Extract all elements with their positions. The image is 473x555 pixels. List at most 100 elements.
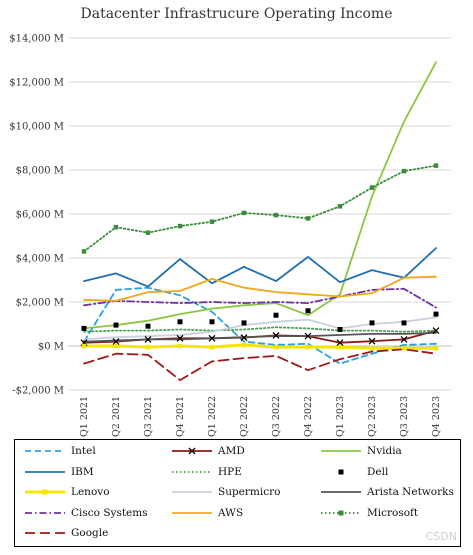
series-line-google xyxy=(83,348,437,381)
y-tick-label: $10,000 M xyxy=(9,122,64,133)
legend-label: Intel xyxy=(71,445,96,457)
series-line-microsoft xyxy=(83,164,437,253)
data-point xyxy=(81,343,87,349)
x-tick-label: Q4 2022 xyxy=(303,396,314,437)
data-point xyxy=(337,344,343,350)
x-tick-label: Q3 2023 xyxy=(399,396,410,437)
legend-label: Dell xyxy=(367,465,389,478)
legend-swatch xyxy=(338,469,344,474)
y-tick-label: $12,000 M xyxy=(9,78,64,89)
data-point xyxy=(113,343,119,349)
data-point xyxy=(177,343,183,349)
legend-swatch xyxy=(321,491,361,493)
legend-item: AWS xyxy=(170,504,243,522)
data-point xyxy=(113,322,119,328)
legend-item: Intel xyxy=(23,442,96,460)
legend-marker xyxy=(338,510,344,515)
data-point xyxy=(208,334,216,342)
x-tick-label: Q4 2023 xyxy=(431,396,442,437)
data-point xyxy=(273,344,279,350)
chart-title: Datacenter Infrastrucure Operating Incom… xyxy=(80,6,393,22)
series-line-supermicro xyxy=(83,316,437,341)
watermark-text: CSDN xyxy=(425,530,457,543)
legend-swatch xyxy=(25,511,65,514)
x-tick-label: Q3 2021 xyxy=(143,396,154,437)
series-line-aws xyxy=(83,275,437,302)
legend-label: AWS xyxy=(218,506,244,519)
data-point xyxy=(369,185,375,190)
data-point xyxy=(177,319,183,325)
data-point xyxy=(273,212,279,218)
data-point xyxy=(272,331,280,339)
data-point xyxy=(241,210,247,216)
legend-label: IBM xyxy=(71,465,94,478)
data-point xyxy=(209,344,215,350)
data-point xyxy=(81,249,87,254)
data-point xyxy=(433,345,439,351)
data-point xyxy=(145,344,151,350)
legend-label: Nvidia xyxy=(367,445,402,457)
legend-swatch xyxy=(25,532,65,534)
data-point xyxy=(177,223,183,229)
legend-label: HPE xyxy=(218,465,242,478)
series-line-arista-networks xyxy=(83,331,437,343)
data-point xyxy=(176,334,184,342)
data-point xyxy=(368,337,376,345)
legend-marker xyxy=(42,489,48,495)
legend-label: Google xyxy=(71,527,109,539)
legend-swatch xyxy=(25,450,65,452)
y-tick-label: $4,000 M xyxy=(16,254,64,265)
y-tick-label: $6,000 M xyxy=(16,210,64,221)
data-point xyxy=(81,325,87,331)
data-point xyxy=(369,345,375,351)
chart-legend: Intel AMD Nvidia IBM HPE Dell Lenovo Supermicro… xyxy=(14,439,461,547)
data-point xyxy=(337,204,343,209)
legend-label: Microsoft xyxy=(367,506,419,519)
legend-swatch xyxy=(172,511,212,514)
data-point xyxy=(401,320,407,326)
data-point xyxy=(209,319,215,325)
x-tick-label: Q3 2022 xyxy=(271,396,282,437)
series-line-lenovo xyxy=(82,343,438,350)
data-point xyxy=(305,308,311,314)
legend-item: Supermicro xyxy=(170,483,280,501)
legend-item: HPE xyxy=(170,463,242,481)
legend-item: Lenovo xyxy=(23,483,110,501)
line-chart: -$2,000 M $0 M $2,000 M $4,000 M $6,000 M $8,… xyxy=(9,34,452,437)
legend-swatch xyxy=(321,450,361,452)
legend-item: IBM xyxy=(23,463,94,481)
data-point xyxy=(369,320,375,326)
series-line-hpe xyxy=(83,326,437,333)
x-tick-label: Q1 2021 xyxy=(79,396,90,437)
legend-item: Dell xyxy=(319,463,388,481)
data-point xyxy=(240,334,248,342)
data-point xyxy=(273,312,279,318)
legend-item: AMD xyxy=(170,442,245,460)
data-point xyxy=(144,335,152,343)
legend-swatch xyxy=(321,510,361,515)
x-tick-label: Q1 2023 xyxy=(335,396,346,437)
data-point xyxy=(112,338,120,346)
x-tick-label: Q2 2023 xyxy=(367,396,378,437)
legend-item: Cisco Systems xyxy=(23,504,148,522)
legend-label: Arista Networks xyxy=(367,486,454,498)
data-point xyxy=(401,345,407,351)
legend-label: Cisco Systems xyxy=(71,506,148,519)
data-point xyxy=(337,327,343,332)
legend-swatch xyxy=(172,470,212,473)
legend-item: Nvidia xyxy=(319,442,402,460)
data-point xyxy=(209,219,215,224)
legend-label: Supermicro xyxy=(218,486,281,498)
y-tick-label: -$2,000 M xyxy=(12,386,64,397)
data-point xyxy=(145,323,151,329)
legend-swatch xyxy=(25,489,65,495)
data-point xyxy=(145,230,151,235)
legend-swatch xyxy=(172,447,212,455)
data-point xyxy=(433,311,439,317)
data-point xyxy=(305,344,311,350)
data-point xyxy=(400,335,408,343)
x-tick-label: Q2 2022 xyxy=(239,396,250,437)
x-tick-label: Q2 2021 xyxy=(111,396,122,437)
legend-swatch xyxy=(172,491,212,493)
legend-item: Arista Networks xyxy=(319,483,454,501)
